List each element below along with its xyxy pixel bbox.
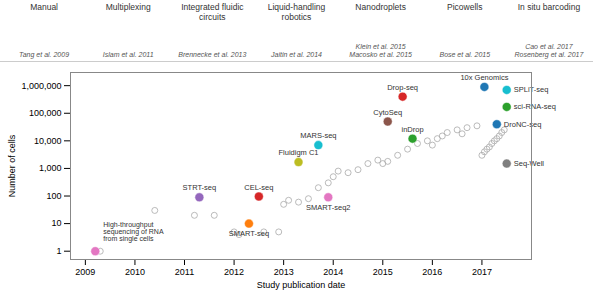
svg-text:2013: 2013 (274, 267, 294, 277)
html-text:Cao et al. 2017 Rosenberg et a: Cao et al. 2017 Rosenberg et al. 2017 (514, 42, 584, 58)
svg-text:CEL-seq: CEL-seq (244, 183, 273, 192)
html-text:Klein et al. 2015 Macosko et a: Klein et al. 2015 Macosko et al. 2015 (349, 42, 412, 58)
html-text:Brennecke et al. 2013: Brennecke et al. 2013 (178, 51, 247, 58)
svg-text:STRT-seq: STRT-seq (183, 183, 217, 192)
svg-text:sci-RNA-seq: sci-RNA-seq (514, 102, 556, 111)
svg-text:MARS-seq: MARS-seq (300, 131, 336, 140)
html-text:Integrated fluidic circuits: Integrated fluidic circuits (181, 2, 244, 22)
svg-text:SMART-seq2: SMART-seq2 (306, 203, 350, 212)
svg-text:10,000: 10,000 (34, 136, 62, 146)
html-text:Liquid-handling robotics: Liquid-handling robotics (267, 2, 326, 22)
svg-text:1: 1 (56, 246, 61, 256)
svg-text:2010: 2010 (125, 267, 145, 277)
svg-text:2016: 2016 (422, 267, 442, 277)
html-text:Nanodroplets: Nanodroplets (355, 2, 406, 12)
svg-text:Seq-Well: Seq-Well (514, 159, 545, 168)
svg-text:100,000: 100,000 (29, 108, 62, 118)
html-text:Bose et al. 2015: Bose et al. 2015 (439, 51, 491, 58)
html-text:Manual: Manual (30, 2, 58, 12)
svg-text:SMART-seq: SMART-seq (229, 229, 269, 238)
html-text:Jaitin et al. 2014: Jaitin et al. 2014 (271, 51, 322, 58)
svg-text:2017: 2017 (472, 267, 492, 277)
html-text:In situ barcoding: In situ barcoding (517, 2, 581, 12)
svg-text:1,000,000: 1,000,000 (21, 81, 61, 91)
html-text:Picowells: Picowells (447, 2, 483, 12)
svg-text:2011: 2011 (175, 267, 194, 277)
html-text:Islam et al. 2011: Islam et al. 2011 (102, 51, 154, 58)
svg-text:Drop-seq: Drop-seq (387, 83, 418, 92)
svg-text:SPLiT-seq: SPLiT-seq (513, 85, 549, 95)
svg-text:High-throughputsequencing of R: High-throughputsequencing of RNAfrom sin… (103, 221, 164, 243)
svg-text:10: 10 (51, 218, 61, 228)
svg-text:DroNC-seq: DroNC-seq (504, 120, 542, 129)
svg-text:2014: 2014 (323, 267, 343, 277)
svg-text:10x Genomics: 10x Genomics (460, 73, 508, 82)
svg-text:inDrop: inDrop (401, 125, 423, 134)
svg-text:1,000: 1,000 (39, 163, 62, 173)
svg-text:2015: 2015 (373, 267, 393, 277)
svg-text:2012: 2012 (224, 267, 244, 277)
svg-text:2009: 2009 (75, 267, 95, 277)
svg-text:Number of cells: Number of cells (7, 134, 17, 197)
html-text:Multiplexing: Multiplexing (105, 2, 151, 12)
svg-text:CytoSeq: CytoSeq (373, 108, 402, 117)
svg-text:Fluidigm C1: Fluidigm C1 (279, 148, 319, 157)
svg-text:100: 100 (46, 191, 61, 201)
html-text:Tang et al. 2009: Tang et al. 2009 (19, 51, 69, 58)
svg-text:Study publication date: Study publication date (257, 280, 346, 290)
